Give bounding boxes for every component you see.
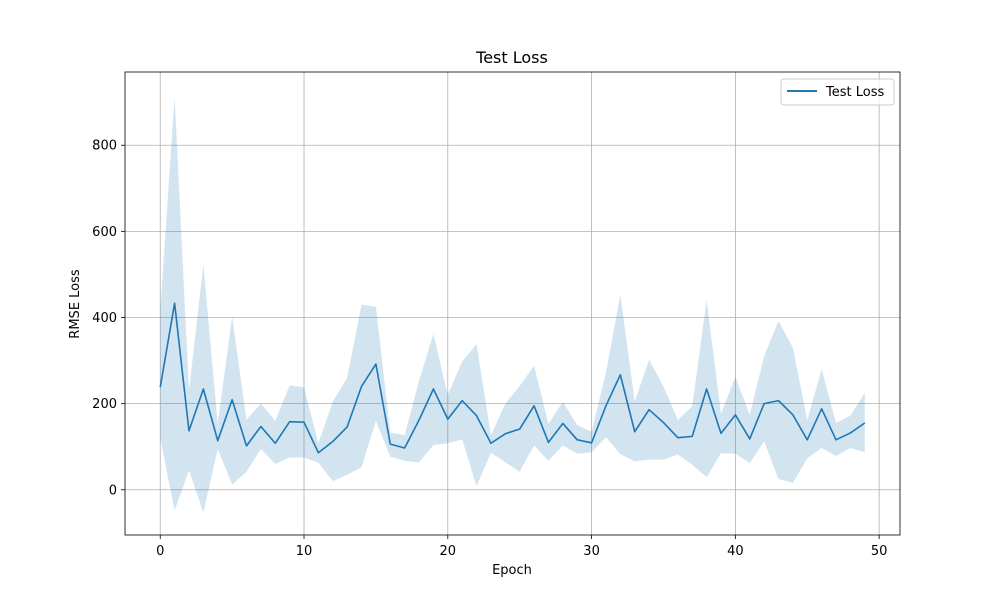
test-loss-point-epoch-49	[863, 422, 866, 425]
test-loss-point-epoch-0	[159, 386, 162, 389]
test-loss-point-epoch-15	[374, 363, 377, 366]
test-loss-point-epoch-34	[648, 408, 651, 411]
test-loss-point-epoch-47	[835, 438, 838, 441]
plot-area	[125, 72, 900, 535]
test-loss-point-epoch-16	[389, 443, 392, 446]
test-loss-point-epoch-28	[561, 422, 564, 425]
test-loss-point-epoch-42	[763, 402, 766, 405]
test-loss-point-epoch-26	[533, 404, 536, 407]
test-loss-point-epoch-6	[245, 444, 248, 447]
test-loss-point-epoch-46	[820, 407, 823, 410]
y-tick-label: 200	[92, 397, 117, 412]
test-loss-point-epoch-24	[504, 432, 507, 435]
x-tick-label: 50	[871, 544, 888, 559]
y-tick-label: 800	[92, 139, 117, 154]
test-loss-point-epoch-45	[806, 438, 809, 441]
test-loss-point-epoch-43	[777, 399, 780, 402]
test-loss-point-epoch-44	[791, 413, 794, 416]
y-tick-label: 600	[92, 225, 117, 240]
test-loss-point-epoch-36	[676, 436, 679, 439]
test-loss-confidence-band	[160, 96, 865, 513]
legend: Test Loss	[780, 78, 895, 106]
test-loss-point-epoch-17	[403, 447, 406, 450]
test-loss-point-epoch-27	[547, 441, 550, 444]
test-loss-point-epoch-20	[446, 418, 449, 421]
x-tick-label: 20	[440, 544, 457, 559]
test-loss-point-epoch-41	[748, 437, 751, 440]
test-loss-point-epoch-13	[346, 425, 349, 428]
y-tick-label: 0	[109, 483, 117, 498]
chart-title: Test Loss	[475, 48, 548, 67]
test-loss-point-epoch-18	[418, 419, 421, 422]
test-loss-point-epoch-10	[303, 421, 306, 424]
y-tick-label: 400	[92, 311, 117, 326]
test-loss-point-epoch-32	[619, 373, 622, 376]
test-loss-point-epoch-8	[274, 442, 277, 445]
test-loss-point-epoch-29	[576, 438, 579, 441]
axes-frame	[124, 71, 901, 536]
test-loss-point-epoch-23	[489, 442, 492, 445]
test-loss-line	[159, 302, 866, 454]
test-loss-point-epoch-11	[317, 451, 320, 454]
test-loss-point-epoch-39	[719, 432, 722, 435]
y-axis-label: RMSE Loss	[68, 269, 83, 339]
test-loss-point-epoch-48	[849, 431, 852, 434]
test-loss-point-epoch-30	[590, 441, 593, 444]
test-loss-point-epoch-5	[231, 398, 234, 401]
test-loss-point-epoch-12	[331, 440, 334, 443]
test-loss-point-epoch-19	[432, 387, 435, 390]
test-loss-point-epoch-40	[734, 413, 737, 416]
test-loss-point-epoch-33	[633, 430, 636, 433]
test-loss-point-epoch-38	[705, 387, 708, 390]
x-tick-label: 40	[727, 544, 744, 559]
test-loss-point-epoch-31	[604, 404, 607, 407]
x-axis-label: Epoch	[492, 563, 532, 578]
x-tick-label: 30	[583, 544, 600, 559]
x-tick-label: 0	[156, 544, 164, 559]
test-loss-point-epoch-14	[360, 385, 363, 388]
test-loss-point-epoch-1	[173, 302, 176, 305]
test-loss-point-epoch-9	[288, 420, 291, 423]
legend-frame	[780, 78, 895, 106]
test-loss-point-epoch-7	[259, 425, 262, 428]
test-loss-point-epoch-2	[187, 429, 190, 432]
test-loss-point-epoch-3	[202, 387, 205, 390]
test-loss-point-epoch-21	[461, 399, 464, 402]
legend-entry-test-loss: Test Loss	[825, 85, 884, 100]
x-tick-label: 10	[296, 544, 313, 559]
test-loss-point-epoch-37	[691, 435, 694, 438]
test-loss-point-epoch-4	[216, 439, 219, 442]
test-loss-point-epoch-35	[662, 421, 665, 424]
test-loss-point-epoch-22	[475, 414, 478, 417]
test-loss-point-epoch-25	[518, 428, 521, 431]
